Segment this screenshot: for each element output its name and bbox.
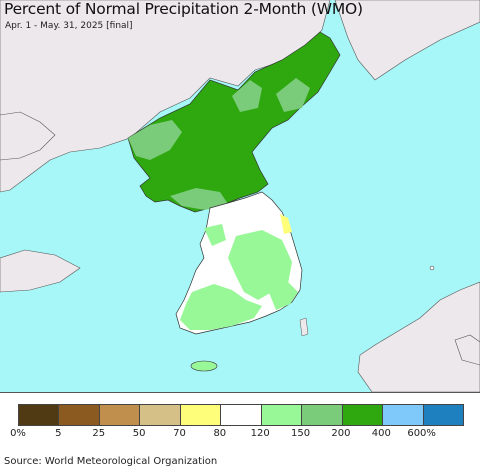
legend-swatch [261, 405, 303, 425]
legend-swatch [383, 405, 424, 425]
sk-dry-patch [280, 214, 292, 234]
russia-landmass [334, 0, 480, 81]
map-subtitle: Apr. 1 - May. 31, 2025 [final] [5, 21, 133, 31]
liaodong-peninsula [0, 111, 56, 161]
map-panel: Percent of Normal Precipitation 2-Month … [0, 0, 480, 393]
nk-patch-south [170, 188, 228, 210]
japan-landmass [357, 281, 480, 392]
legend-swatch [140, 405, 181, 425]
legend-tick-label: 50 [132, 428, 146, 439]
legend-swatch [342, 405, 384, 425]
source-credit: Source: World Meteorological Organizatio… [4, 456, 218, 467]
legend-swatch [302, 405, 343, 425]
legend-tick-label: 200 [331, 428, 351, 439]
nk-patch-west [128, 120, 182, 160]
legend-tick-label: 400 [371, 428, 391, 439]
legend-swatch [180, 405, 222, 425]
north-korea [127, 31, 341, 213]
sk-patch-west [204, 224, 226, 246]
legend-tick-label: 600% [407, 428, 436, 439]
ulleung-island [429, 265, 435, 271]
legend-tick-label: 150 [290, 428, 311, 439]
sk-patch-southeast [268, 282, 298, 310]
legend-swatch [59, 405, 100, 425]
legend-tick-label: 5 [55, 428, 62, 439]
legend-tick-label: 0% [10, 428, 26, 439]
legend-tick-label: 120 [250, 428, 270, 439]
sk-patch-central [228, 230, 292, 300]
legend-colorbar [18, 404, 464, 426]
legend-tick-label: 25 [92, 428, 106, 439]
precipitation-map [0, 0, 480, 392]
legend-swatch [423, 405, 463, 425]
sk-patch-southwest [180, 284, 262, 330]
legend-tick-label: 70 [173, 428, 186, 439]
legend-swatch [19, 405, 60, 425]
nk-patch-east [276, 78, 310, 112]
japan-island [454, 334, 480, 366]
shandong-peninsula [0, 249, 81, 293]
jeju-island [190, 360, 218, 372]
map-title: Percent of Normal Precipitation 2-Month … [4, 0, 363, 18]
legend-swatch [221, 405, 262, 425]
legend-swatch [99, 405, 141, 425]
legend-tick-label: 80 [213, 428, 227, 439]
nk-patch-north [232, 80, 262, 112]
tsushima-island [299, 317, 309, 337]
